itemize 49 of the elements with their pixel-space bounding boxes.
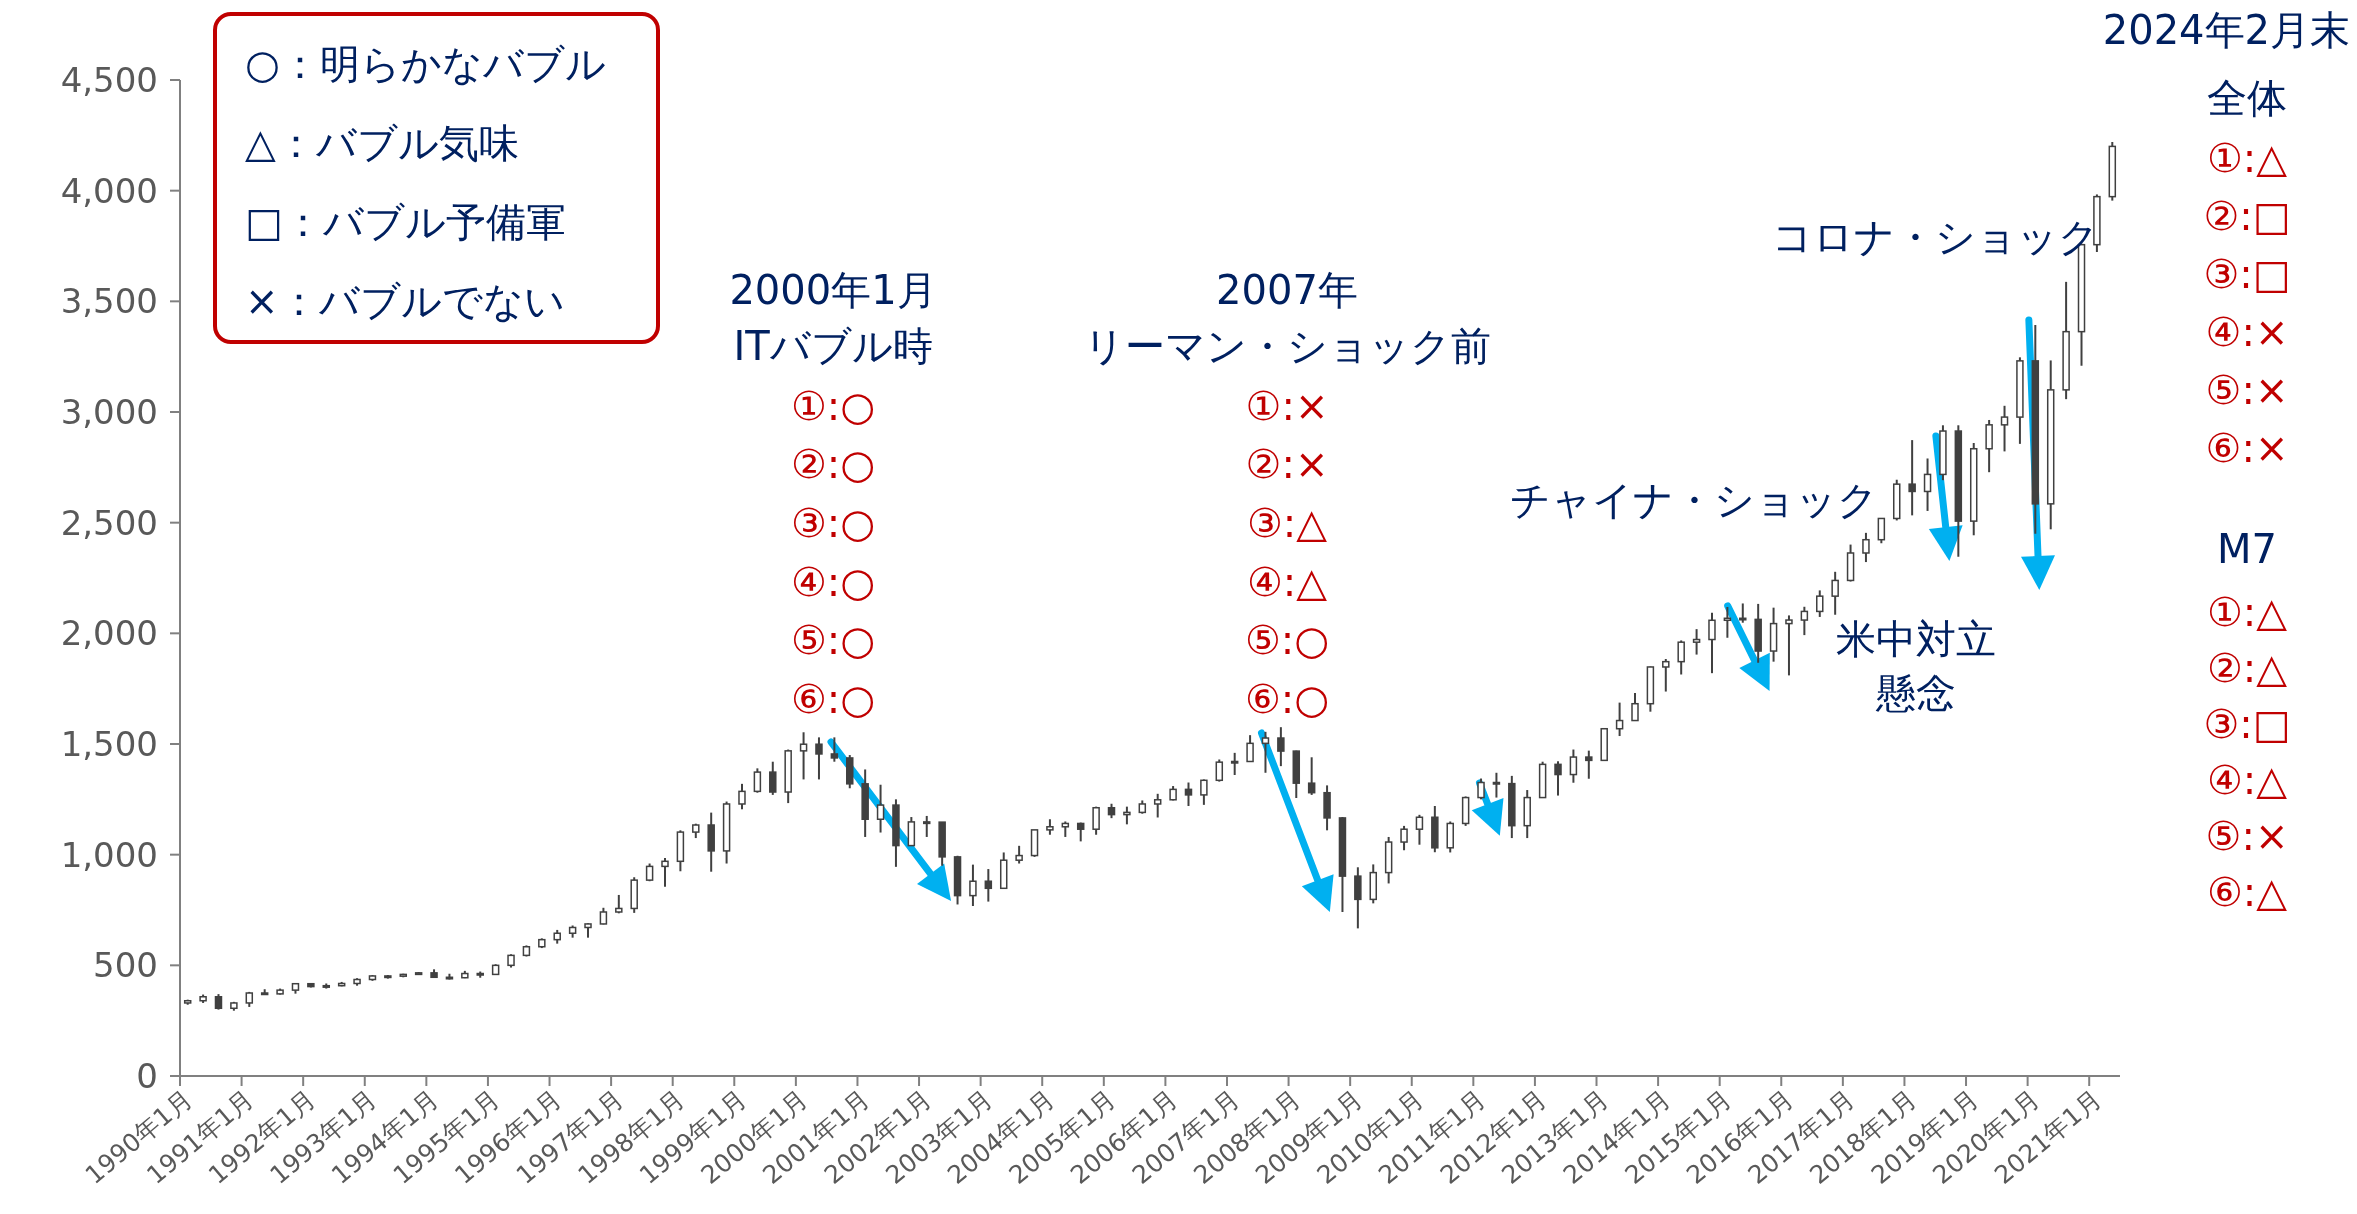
ytick: 1,500 <box>60 724 158 764</box>
annotation: コロナ・ショック <box>1771 214 2099 260</box>
annotation: ③:□ <box>2203 701 2291 747</box>
ytick: 0 <box>136 1056 158 1096</box>
annotation: ②:△ <box>2206 645 2288 691</box>
annotation: ①:× <box>1245 383 1329 429</box>
annotation: ①:△ <box>2206 589 2288 635</box>
annotation: □：バブル予備軍 <box>245 199 566 245</box>
annotation: ①:○ <box>790 383 876 429</box>
annotation: ④:× <box>2205 309 2289 355</box>
ytick: 500 <box>93 945 158 986</box>
annotation: ②:○ <box>790 441 876 487</box>
annotation: ⑤:○ <box>1244 617 1330 663</box>
annotation: ⑤:× <box>2205 813 2289 859</box>
ytick: 4,500 <box>60 60 158 100</box>
annotation: ⑥:○ <box>1244 676 1330 722</box>
annotation: ③:△ <box>1246 500 1328 546</box>
annotation: ×：バブルでない <box>245 278 565 324</box>
annotation: △：バブル気味 <box>245 120 519 166</box>
annotation: ④:△ <box>1246 559 1328 605</box>
annotation: M7 <box>2217 526 2277 572</box>
annotation: 2007年 <box>1216 267 1358 313</box>
ytick: 3,000 <box>60 392 158 432</box>
ytick: 2,500 <box>60 502 158 543</box>
annotation: ①:△ <box>2206 135 2288 181</box>
annotation: ②:× <box>1245 441 1329 487</box>
annotation: ③:□ <box>2203 251 2291 297</box>
annotation: 懸念 <box>1876 670 1956 716</box>
ytick: 4,000 <box>60 170 158 211</box>
annotation: ③:○ <box>790 500 876 546</box>
annotation: ⑤:× <box>2205 367 2289 413</box>
annotation: ②:□ <box>2203 193 2291 239</box>
annotation: ⑥:○ <box>790 676 876 722</box>
annotation: ○：明らかなバブル <box>245 41 606 87</box>
annotation: ④:○ <box>790 559 876 605</box>
annotation: リーマン・ショック前 <box>1083 323 1491 369</box>
annotation: 2024年2月末 <box>2102 7 2350 53</box>
ytick: 3,500 <box>60 281 158 322</box>
annotation: 全体 <box>2207 75 2287 121</box>
annotation: ⑥:× <box>2205 425 2289 471</box>
annotation: 米中対立 <box>1836 616 1996 662</box>
annotation: ⑤:○ <box>790 617 876 663</box>
annotation: ④:△ <box>2206 757 2288 803</box>
annotation: チャイナ・ショック <box>1510 477 1878 523</box>
ytick: 2,000 <box>60 613 158 654</box>
annotation: ⑥:△ <box>2206 869 2288 915</box>
annotation: 2000年1月 <box>729 267 937 313</box>
annotation: ITバブル時 <box>733 323 933 369</box>
ytick: 1,000 <box>60 834 158 875</box>
